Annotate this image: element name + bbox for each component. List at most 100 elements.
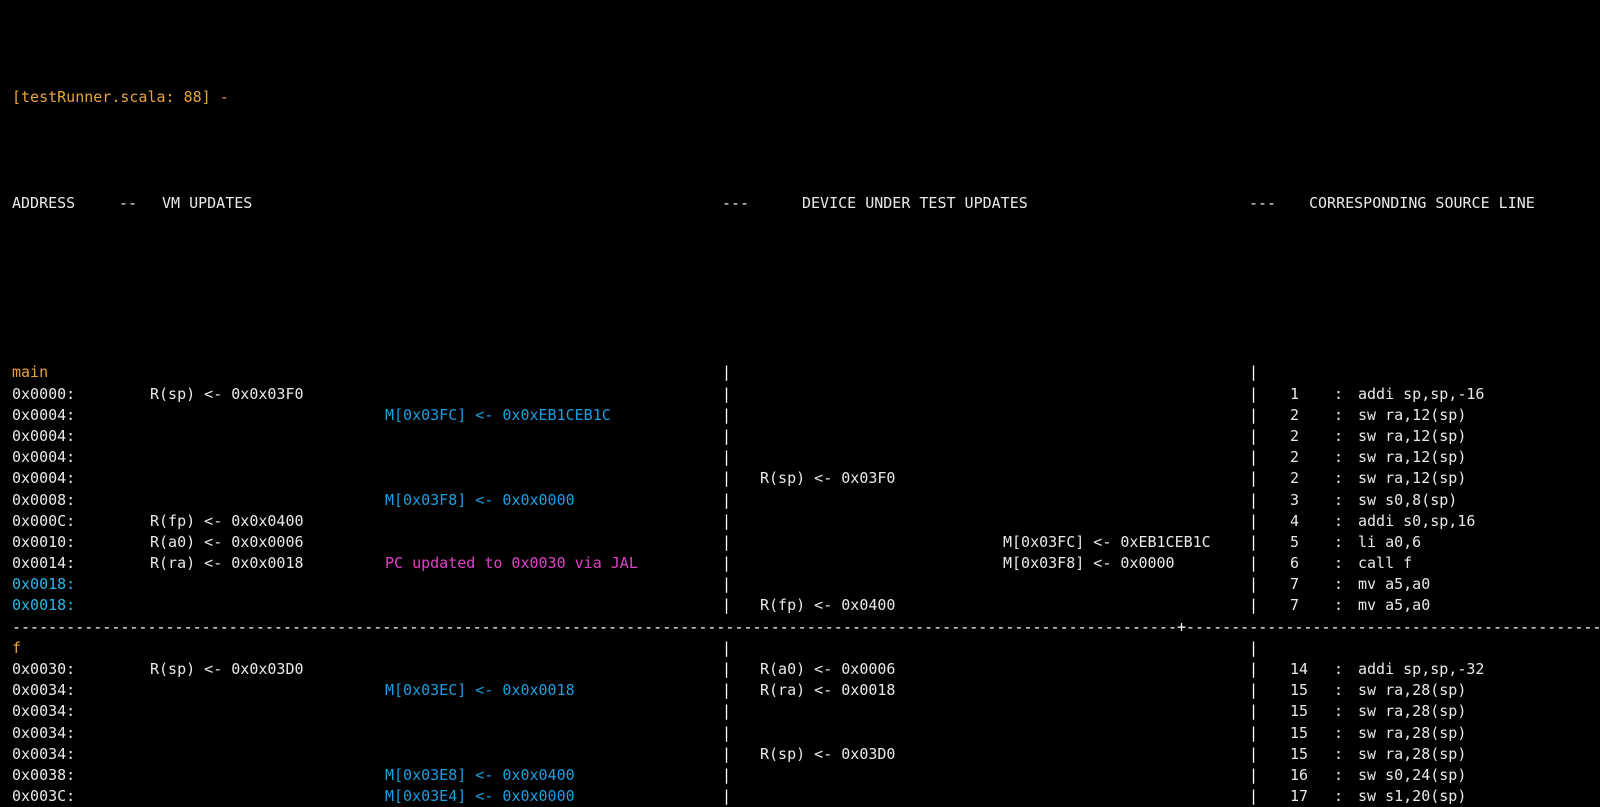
- source-line-text: addi sp,sp,-16: [1358, 384, 1485, 403]
- trace-row[interactable]: 0x0034: | | 15: sw ra,28(sp): [12, 701, 1600, 722]
- column-separator-1: |: [722, 787, 732, 806]
- column-separator-1: |: [722, 744, 732, 763]
- source-line-colon: :: [1334, 575, 1344, 594]
- column-header-row: ADDRESS -- VM UPDATES --- DEVICE UNDER T…: [12, 193, 1600, 214]
- trace-row[interactable]: 0x0018: | R(fp) <- 0x0400 | 7: mv a5,a0: [12, 595, 1600, 616]
- source-line-number: 2: [1290, 448, 1300, 467]
- column-separator-1: |: [722, 511, 732, 530]
- column-header-dut-updates: DEVICE UNDER TEST UPDATES: [802, 193, 1028, 212]
- source-line-number: 15: [1290, 723, 1309, 742]
- source-line-colon: :: [1334, 596, 1344, 615]
- trace-row[interactable]: 0x0018: | | 7: mv a5,a0: [12, 574, 1600, 595]
- vm-register-update: R(a0) <- 0x0x0006: [150, 532, 304, 551]
- source-line-colon: :: [1334, 787, 1344, 806]
- column-separator-2: |: [1249, 660, 1259, 679]
- trace-address: 0x0000:: [12, 384, 76, 403]
- column-separator-2: |: [1249, 532, 1259, 551]
- trace-row[interactable]: 0x0008: M[0x03F8] <- 0x0x0000 | | 3: sw s0,8(…: [12, 490, 1600, 511]
- column-separator-1: |: [722, 660, 732, 679]
- trace-row[interactable]: 0x0000: R(sp) <- 0x0x03F0 | | 1: addi sp,sp,-…: [12, 384, 1600, 405]
- trace-address: 0x0008:: [12, 490, 76, 509]
- column-separator-1: |: [722, 681, 732, 700]
- trace-row[interactable]: 0x0034: | R(sp) <- 0x03D0 | 15: sw ra,28(sp): [12, 744, 1600, 765]
- column-separator-2: |: [1249, 744, 1259, 763]
- source-line-text: sw s0,24(sp): [1358, 765, 1467, 784]
- source-line-colon: :: [1334, 469, 1344, 488]
- dut-memory-update: M[0x03FC] <- 0xEB1CEB1C: [1003, 532, 1211, 551]
- source-ref-label: [testRunner.scala: 88] -: [12, 87, 229, 106]
- source-line-number: 5: [1290, 532, 1300, 551]
- source-line-number: 15: [1290, 681, 1309, 700]
- column-separator-2: |: [1249, 405, 1259, 424]
- column-separator-2: |: [1249, 702, 1259, 721]
- source-line-colon: :: [1334, 426, 1344, 445]
- source-line-colon: :: [1334, 723, 1344, 742]
- trace-address: 0x0018:: [12, 575, 76, 594]
- source-line-colon: :: [1334, 448, 1344, 467]
- trace-address: 0x0034:: [12, 681, 76, 700]
- column-separator-2: |: [1249, 448, 1259, 467]
- trace-address: 0x0004:: [12, 448, 76, 467]
- column-separator-1: |: [722, 596, 732, 615]
- column-separator-1: |: [722, 363, 732, 382]
- trace-row[interactable]: 0x0030: R(sp) <- 0x0x03D0 | R(a0) <- 0x0006…: [12, 659, 1600, 680]
- column-separator-2: |: [1249, 384, 1259, 403]
- column-separator-2: |: [1249, 723, 1259, 742]
- vm-memory-update: M[0x03FC] <- 0x0xEB1CEB1C: [385, 405, 611, 424]
- trace-row[interactable]: 0x003C: M[0x03E4] <- 0x0x0000 | | 17: sw s1,2…: [12, 786, 1600, 807]
- trace-row[interactable]: 0x0010: R(a0) <- 0x0x0006 | M[0x03FC] <- 0x…: [12, 532, 1600, 553]
- trace-row[interactable]: 0x0004: M[0x03FC] <- 0x0xEB1CEB1C | | 2: sw r…: [12, 405, 1600, 426]
- trace-address: 0x0004:: [12, 405, 76, 424]
- dut-register-update: R(sp) <- 0x03D0: [760, 744, 896, 763]
- vm-register-update: R(fp) <- 0x0x0400: [150, 511, 304, 530]
- source-line-number: 4: [1290, 511, 1300, 530]
- vm-memory-update: M[0x03F8] <- 0x0x0000: [385, 490, 575, 509]
- column-separator-1: |: [722, 405, 732, 424]
- trace-row[interactable]: 0x000C: R(fp) <- 0x0x0400 | | 4: addi s0,sp,1…: [12, 511, 1600, 532]
- source-line-text: mv a5,a0: [1358, 575, 1431, 594]
- trace-address: 0x0014:: [12, 554, 76, 573]
- column-separator-1: |: [722, 723, 732, 742]
- dut-register-update: R(fp) <- 0x0400: [760, 596, 896, 615]
- header-source-ref-row: [testRunner.scala: 88] -: [12, 87, 1600, 108]
- trace-row[interactable]: 0x0004: | R(sp) <- 0x03F0 | 2: sw ra,12(sp): [12, 468, 1600, 489]
- source-line-text: sw ra,28(sp): [1358, 702, 1467, 721]
- column-separator-1: |: [722, 702, 732, 721]
- trace-row[interactable]: 0x0014: R(ra) <- 0x0x0018 PC updated to 0x…: [12, 553, 1600, 574]
- column-separator-1: |: [722, 532, 732, 551]
- source-line-text: sw ra,12(sp): [1358, 405, 1467, 424]
- source-line-colon: :: [1334, 554, 1344, 573]
- source-line-number: 15: [1290, 744, 1309, 763]
- column-separator-2: |: [1249, 554, 1259, 573]
- source-line-text: li a0,6: [1358, 532, 1422, 551]
- source-line-number: 3: [1290, 490, 1300, 509]
- column-separator-1: |: [722, 448, 732, 467]
- section-rule-1: ----------------------------------------…: [12, 617, 1600, 638]
- column-divider-dash-1: --: [119, 193, 138, 212]
- trace-row[interactable]: 0x0034: | | 15: sw ra,28(sp): [12, 723, 1600, 744]
- source-line-number: 2: [1290, 405, 1300, 424]
- header-spacer: [12, 278, 1600, 299]
- column-separator-2: |: [1249, 765, 1259, 784]
- column-separator-1: |: [722, 469, 732, 488]
- source-line-number: 2: [1290, 426, 1300, 445]
- column-separator-1: |: [722, 384, 732, 403]
- trace-row[interactable]: 0x0004: | | 2: sw ra,12(sp): [12, 426, 1600, 447]
- section-label-row: main | |: [12, 362, 1600, 383]
- source-line-colon: :: [1334, 702, 1344, 721]
- trace-row[interactable]: 0x0034: M[0x03EC] <- 0x0x0018 | R(ra) <- 0x…: [12, 680, 1600, 701]
- column-separator-2: |: [1249, 681, 1259, 700]
- dut-memory-update: M[0x03F8] <- 0x0000: [1003, 554, 1175, 573]
- column-separator-2: |: [1249, 511, 1259, 530]
- trace-row[interactable]: 0x0038: M[0x03E8] <- 0x0x0400 | | 16: sw s0,2…: [12, 765, 1600, 786]
- column-separator-1: |: [722, 490, 732, 509]
- source-line-text: sw ra,28(sp): [1358, 681, 1467, 700]
- source-line-text: sw ra,12(sp): [1358, 469, 1467, 488]
- section-rule-text: ----------------------------------------…: [12, 617, 1600, 636]
- column-separator-1: |: [722, 638, 732, 657]
- column-separator-2: |: [1249, 787, 1259, 806]
- trace-address: 0x0034:: [12, 702, 76, 721]
- source-line-colon: :: [1334, 765, 1344, 784]
- trace-row[interactable]: 0x0004: | | 2: sw ra,12(sp): [12, 447, 1600, 468]
- vm-register-update: R(sp) <- 0x0x03D0: [150, 660, 304, 679]
